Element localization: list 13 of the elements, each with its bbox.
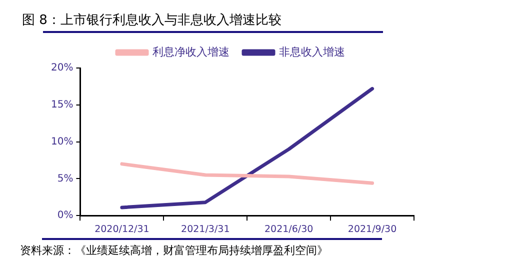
text: 资料来源：《业绩延续高增，财富管理布局持续增厚盈利空间》 (19, 243, 329, 258)
x-tick-label: 2021/6/30 (264, 224, 314, 235)
y-tick-label: 5% (57, 173, 74, 184)
x-tick-label: 2021/3/31 (181, 224, 230, 235)
y-tick-label: 0% (57, 210, 74, 222)
chart-title: 图 8：上市银行利息收入与非息收入增速比较 (21, 12, 282, 30)
legend-label: 利息净收入增速 (152, 45, 230, 58)
x-tick-label: 2021/9/30 (348, 224, 397, 235)
y-tick-label: 10% (50, 136, 74, 148)
y-tick-label: 15% (50, 99, 74, 110)
y-tick-label: 20% (50, 62, 74, 74)
legend-label: 非息收入增速 (279, 45, 345, 58)
x-tick-label: 2020/12/31 (94, 224, 150, 235)
